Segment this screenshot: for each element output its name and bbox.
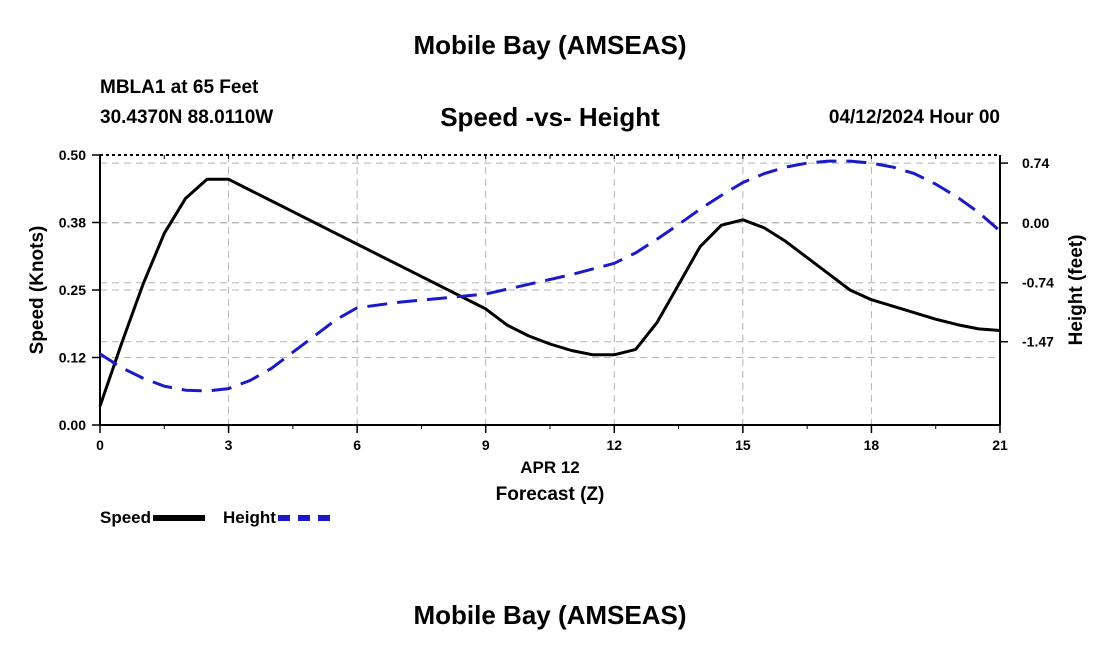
legend-height-label: Height (223, 508, 276, 527)
y-right-tick-label: 0.74 (1022, 155, 1049, 171)
series-line-speed (98, 177, 1001, 407)
footer-title: Mobile Bay (AMSEAS) (413, 600, 687, 630)
legend-height-swatch (277, 515, 330, 521)
x-tick-label: 15 (735, 437, 751, 453)
legend-speed-swatch (153, 515, 206, 521)
legend: Speed Height (100, 508, 348, 528)
x-axis-title: Forecast (Z) (496, 484, 605, 505)
y-left-axis-title: Speed (Knots) (27, 226, 48, 355)
station-label: MBLA1 at 65 Feet (100, 77, 259, 98)
chart-subtitle: Speed -vs- Height (440, 102, 660, 132)
chart-title: Mobile Bay (AMSEAS) (413, 30, 687, 60)
x-tick-label: 3 (225, 437, 233, 453)
series-line-height (99, 159, 1001, 393)
y-right-tick-label: 0.00 (1022, 215, 1049, 231)
x-tick-label: 0 (96, 437, 104, 453)
legend-item-speed: Speed (100, 508, 206, 528)
x-tick-label: 12 (606, 437, 622, 453)
y-left-tick-label: 0.50 (59, 147, 86, 163)
x-tick-label: 21 (992, 437, 1008, 453)
forecast-datetime: 04/12/2024 Hour 00 (828, 107, 1000, 128)
x-tick-label: 9 (482, 437, 490, 453)
x-axis-date-label: APR 12 (520, 458, 580, 477)
x-tick-label: 6 (353, 437, 361, 453)
legend-speed-label: Speed (100, 508, 152, 527)
y-left-tick-label: 0.00 (59, 417, 86, 433)
x-tick-label: 18 (864, 437, 880, 453)
y-left-tick-label: 0.12 (59, 350, 86, 366)
y-right-axis-title: Height (feet) (1066, 235, 1087, 346)
y-right-tick-label: -0.74 (1022, 275, 1054, 291)
legend-item-height: Height (223, 508, 330, 528)
y-left-tick-label: 0.38 (59, 215, 86, 231)
y-right-tick-label: -1.47 (1022, 334, 1054, 350)
y-left-tick-label: 0.25 (59, 282, 86, 298)
station-coordinates: 30.4370N 88.0110W (100, 107, 274, 128)
